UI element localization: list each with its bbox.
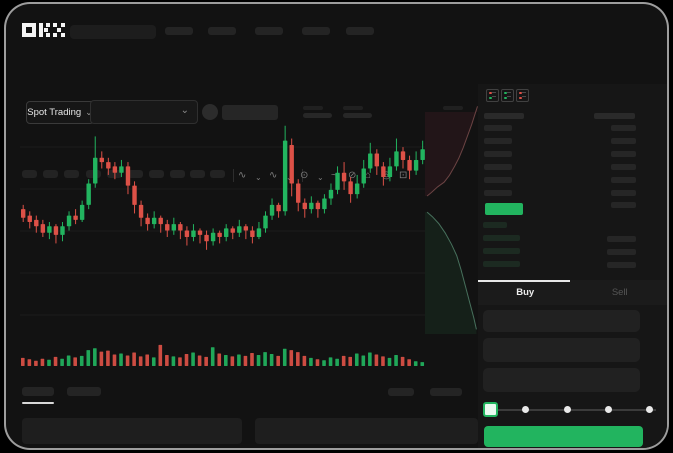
chevron-down-icon[interactable]: ⌄ — [255, 173, 262, 182]
ask-price-header-placeholder — [484, 113, 524, 119]
tab-sell[interactable]: Sell — [573, 280, 668, 305]
timeframe-button-placeholder[interactable] — [22, 170, 37, 178]
top-nav — [6, 4, 667, 50]
nav-item-placeholder[interactable] — [165, 27, 193, 35]
nav-item-placeholder[interactable] — [346, 27, 374, 35]
fullscreen-icon[interactable]: ⊡ — [399, 170, 408, 181]
orders-panel-placeholder — [22, 418, 242, 444]
ask-row-placeholder[interactable] — [484, 164, 512, 170]
volume-chart — [21, 344, 425, 366]
settings-icon[interactable]: ◎ — [382, 170, 391, 181]
amount-row-placeholder — [611, 151, 636, 157]
search-input[interactable] — [70, 25, 156, 39]
amount-row-placeholder — [607, 249, 636, 255]
drawing-tools-icon[interactable]: ⊘ — [348, 170, 357, 181]
candle-style-icon[interactable]: ∿ — [238, 170, 247, 181]
bid-row-placeholder[interactable] — [483, 235, 520, 241]
stat-value-placeholder — [303, 113, 332, 118]
ask-row-placeholder[interactable] — [484, 177, 512, 183]
chevron-down-icon[interactable]: ⌄ — [317, 173, 324, 182]
amount-row-placeholder — [607, 236, 636, 242]
indicator-icon[interactable]: ⊙ — [300, 170, 309, 181]
slider-step-dot[interactable] — [522, 406, 529, 413]
amount-row-placeholder — [611, 190, 636, 196]
chevron-down-icon: ⌄ — [85, 107, 93, 117]
camera-icon[interactable]: ⌂ — [365, 170, 372, 181]
nav-item-placeholder[interactable] — [255, 27, 283, 35]
stat-label-placeholder — [443, 106, 463, 110]
market-type-selector[interactable]: Spot Trading ⌄ — [26, 101, 94, 124]
chevron-down-icon: ⌄ — [180, 105, 189, 116]
amount-header-placeholder — [594, 113, 635, 119]
trade-tabs: Buy Sell — [478, 280, 667, 305]
active-tab-indicator — [22, 402, 54, 404]
tab-sell-label: Sell — [611, 287, 628, 298]
trading-pair-selector[interactable]: ⌄ — [90, 100, 198, 124]
amount-row-placeholder — [611, 164, 636, 170]
buy-submit-button[interactable] — [484, 426, 643, 447]
chart-toolbar: ∿ ⌄ ∿ ⌄ ⊙ ⌄ ~ ⊘ ⌂ ◎ ⊡ — [6, 84, 478, 182]
bottom-tab-orders[interactable] — [22, 387, 54, 396]
timeframe-button-placeholder[interactable] — [128, 170, 143, 178]
book-combined-icon[interactable] — [486, 89, 499, 102]
trendline-icon[interactable]: ~ — [331, 170, 337, 181]
pair-name-placeholder — [222, 105, 278, 120]
last-price-badge — [485, 203, 523, 215]
book-asks-icon[interactable] — [516, 89, 529, 102]
market-bar: Spot Trading ⌄ ⌄ — [6, 50, 667, 124]
slider-step-dot[interactable] — [646, 406, 653, 413]
ask-row-placeholder[interactable] — [484, 190, 512, 196]
ask-row-placeholder[interactable] — [484, 138, 512, 144]
nav-item-placeholder[interactable] — [208, 27, 236, 35]
orders-panel-placeholder — [255, 418, 478, 444]
tab-buy-label: Buy — [516, 287, 535, 298]
total-input[interactable] — [483, 368, 640, 392]
timeframe-button-placeholder[interactable] — [190, 170, 205, 178]
ask-row-placeholder[interactable] — [484, 151, 512, 157]
bottom-action-placeholder — [388, 388, 414, 396]
book-bids-icon[interactable] — [501, 89, 514, 102]
candlestick-chart[interactable] — [20, 109, 426, 337]
timeframe-button-placeholder[interactable] — [149, 170, 164, 178]
coin-avatar — [202, 104, 218, 120]
amount-row-placeholder — [611, 125, 636, 131]
chevron-down-icon[interactable]: ⌄ — [286, 173, 293, 182]
amount-row-placeholder — [607, 262, 636, 268]
stat-label-placeholder — [303, 106, 323, 110]
app-window: Spot Trading ⌄ ⌄ ∿ ⌄ ∿ ⌄ ⊙ ⌄ ~ ⊘ ⌂ ◎ ⊡ B — [4, 2, 669, 450]
compare-icon[interactable]: ∿ — [269, 170, 278, 181]
amount-row-placeholder — [611, 138, 636, 144]
stat-label-placeholder — [343, 106, 363, 110]
bid-row-placeholder[interactable] — [483, 261, 520, 267]
amount-slider-track[interactable] — [490, 409, 656, 411]
tab-buy[interactable]: Buy — [478, 280, 573, 305]
active-tab-indicator — [478, 280, 570, 282]
slider-step-dot[interactable] — [564, 406, 571, 413]
market-type-label: Spot Trading — [27, 107, 82, 118]
slider-step-dot[interactable] — [605, 406, 612, 413]
price-input[interactable] — [483, 310, 640, 332]
stat-value-placeholder — [343, 113, 372, 118]
amount-row-placeholder — [611, 202, 636, 208]
timeframe-button-placeholder[interactable] — [170, 170, 185, 178]
okx-logo — [22, 23, 65, 37]
amount-row-placeholder — [611, 177, 636, 183]
bottom-action-placeholder — [430, 388, 462, 396]
ask-row-placeholder[interactable] — [484, 125, 512, 131]
amount-slider-handle[interactable] — [483, 402, 498, 417]
bid-row-placeholder[interactable] — [483, 222, 507, 228]
depth-chart — [425, 106, 478, 334]
timeframe-button-placeholder[interactable] — [64, 170, 79, 178]
timeframe-button-placeholder[interactable] — [43, 170, 58, 178]
bottom-tab-history[interactable] — [67, 387, 101, 396]
nav-item-placeholder[interactable] — [302, 27, 330, 35]
order-book-panel: Buy Sell — [478, 84, 667, 448]
bid-row-placeholder[interactable] — [483, 248, 520, 254]
amount-input[interactable] — [483, 338, 640, 362]
timeframe-button-placeholder[interactable] — [210, 170, 225, 178]
